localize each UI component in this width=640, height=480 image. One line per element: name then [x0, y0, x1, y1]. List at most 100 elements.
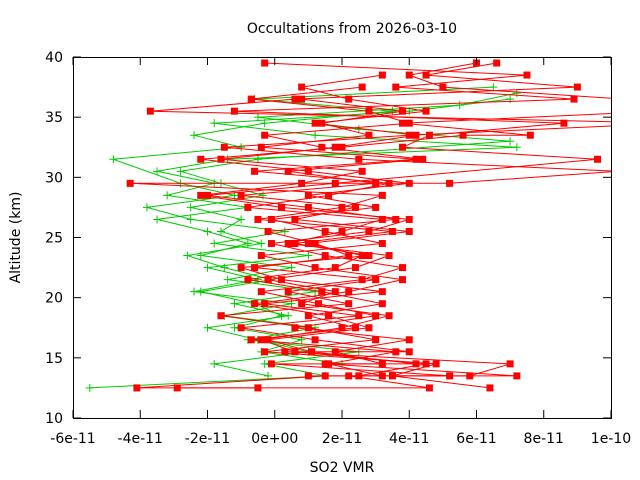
data-point — [204, 191, 211, 199]
x-tick-label: -6e-11 — [50, 431, 95, 447]
data-point — [355, 372, 363, 380]
data-point — [405, 71, 413, 79]
series-occultation-green-3 — [176, 89, 521, 368]
data-point — [197, 155, 205, 163]
data-point — [331, 264, 339, 272]
y-axis-title: Altitude (km) — [8, 192, 24, 284]
data-point — [247, 336, 255, 344]
data-point — [331, 348, 339, 356]
data-point — [261, 348, 269, 356]
data-point — [378, 372, 386, 380]
data-point — [304, 240, 312, 248]
series-occultation-red-6 — [237, 83, 427, 380]
series-line — [177, 62, 611, 389]
data-point — [385, 312, 393, 320]
data-point — [446, 179, 454, 187]
data-point — [260, 359, 269, 368]
data-point — [321, 227, 329, 235]
data-point — [318, 119, 326, 127]
data-point — [345, 300, 353, 308]
data-point — [560, 119, 568, 127]
data-point — [291, 348, 299, 356]
x-tick-label: 6e-11 — [456, 431, 496, 447]
data-point — [412, 155, 420, 163]
data-point — [378, 288, 386, 296]
data-point — [455, 101, 464, 110]
data-point — [257, 143, 265, 151]
data-point — [345, 288, 353, 296]
data-point — [261, 300, 269, 308]
data-point — [493, 59, 501, 67]
series-occultation-red-5 — [244, 95, 430, 380]
data-point — [392, 215, 400, 223]
series-line — [156, 98, 517, 377]
data-point — [186, 203, 195, 212]
data-point — [230, 299, 239, 308]
data-point — [318, 288, 326, 296]
data-point — [298, 179, 306, 187]
data-point — [338, 324, 346, 332]
data-point — [331, 288, 339, 296]
data-point — [388, 107, 397, 116]
x-axis-ticks: -6e-11 -4e-11 -2e-11 0e+00 2e-11 4e-11 6e-11 8e… — [50, 57, 631, 447]
data-point — [216, 227, 225, 236]
data-point — [372, 276, 380, 284]
x-tick-label: -2e-11 — [185, 431, 230, 447]
series-occultation-red-4 — [197, 71, 454, 380]
data-point — [203, 263, 212, 272]
data-point — [422, 360, 430, 368]
data-point — [109, 155, 118, 164]
data-point — [331, 179, 339, 187]
data-point — [506, 137, 515, 146]
data-point — [378, 240, 386, 248]
x-tick-label: 1e-10 — [591, 431, 631, 447]
y-tick-label: 10 — [45, 411, 63, 427]
data-point — [378, 300, 386, 308]
data-point — [351, 264, 359, 272]
data-point — [237, 215, 246, 224]
y-tick-label: 15 — [45, 351, 63, 367]
data-point — [264, 371, 273, 380]
data-point — [372, 179, 380, 187]
data-point — [392, 348, 400, 356]
data-point — [284, 288, 292, 296]
data-point — [267, 360, 275, 368]
chart-title: Occultations from 2026-03-10 — [247, 21, 457, 37]
data-point — [281, 348, 289, 356]
data-point — [378, 71, 386, 79]
data-point — [257, 336, 265, 344]
data-point — [287, 263, 296, 272]
data-point — [594, 155, 602, 163]
data-point — [220, 143, 228, 151]
data-point — [197, 191, 205, 199]
data-point — [372, 336, 380, 344]
data-point — [291, 95, 299, 103]
data-point — [318, 143, 326, 151]
data-point — [163, 191, 172, 200]
data-point — [237, 264, 245, 272]
data-point — [459, 131, 467, 139]
data-point — [133, 384, 141, 392]
data-point — [351, 203, 359, 211]
data-point — [257, 252, 265, 260]
data-point — [210, 359, 219, 368]
data-point — [385, 179, 393, 187]
data-point — [311, 264, 319, 272]
data-point — [365, 131, 373, 139]
data-point — [512, 143, 521, 152]
data-point — [280, 227, 289, 236]
x-tick-label: 2e-11 — [322, 431, 362, 447]
data-point — [365, 107, 373, 115]
data-point — [523, 71, 531, 79]
x-tick-label: 4e-11 — [389, 431, 429, 447]
data-point — [405, 227, 413, 235]
data-point — [254, 215, 262, 223]
data-point — [392, 83, 400, 91]
y-tick-label: 20 — [45, 291, 63, 307]
data-point — [284, 311, 293, 320]
data-point — [304, 312, 312, 320]
x-tick-label: 0e+00 — [251, 431, 298, 447]
data-point — [220, 263, 229, 272]
series-occultation-red-2 — [204, 59, 602, 392]
data-point — [338, 227, 346, 235]
